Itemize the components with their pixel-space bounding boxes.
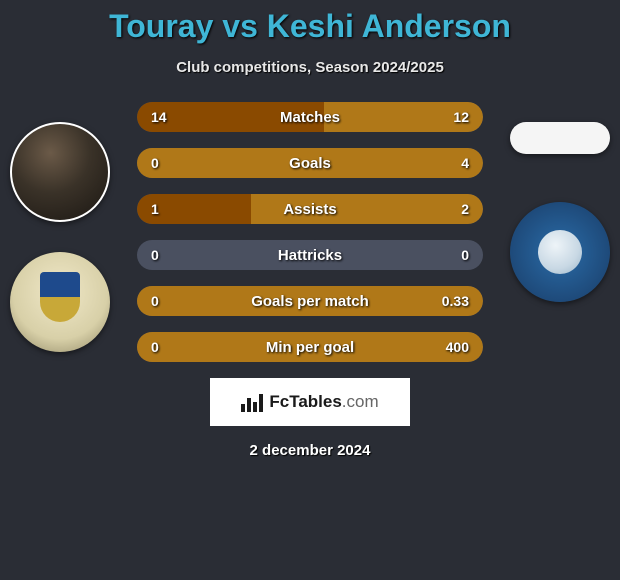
- stat-value-right: 2: [461, 201, 469, 217]
- club-left-badge: [10, 252, 110, 352]
- logo-chart-icon: [241, 392, 263, 412]
- logo-text: FcTables.com: [269, 392, 378, 412]
- stat-label: Goals per match: [251, 293, 369, 310]
- source-logo: FcTables.com: [210, 378, 410, 426]
- stat-label: Matches: [280, 109, 340, 126]
- player-left-avatar: [10, 122, 110, 222]
- stat-value-left: 0: [151, 247, 159, 263]
- stat-value-left: 14: [151, 109, 167, 125]
- stat-row: 0 Hattricks 0: [137, 240, 483, 270]
- stat-value-right: 12: [453, 109, 469, 125]
- player-right-avatar: [510, 122, 610, 154]
- left-avatars: [10, 122, 110, 352]
- stat-label: Goals: [289, 155, 331, 172]
- stat-row: 1 Assists 2: [137, 194, 483, 224]
- stat-value-right: 0: [461, 247, 469, 263]
- stat-value-right: 4: [461, 155, 469, 171]
- stat-row: 0 Goals per match 0.33: [137, 286, 483, 316]
- stat-value-right: 0.33: [442, 293, 469, 309]
- stat-value-left: 0: [151, 293, 159, 309]
- club-right-badge: [510, 202, 610, 302]
- stat-row: 0 Min per goal 400: [137, 332, 483, 362]
- page-title: Touray vs Keshi Anderson: [0, 0, 620, 45]
- right-avatars: [510, 122, 610, 302]
- date-text: 2 december 2024: [0, 442, 620, 459]
- stat-label: Assists: [283, 201, 336, 218]
- stat-value-left: 1: [151, 201, 159, 217]
- stat-row: 14 Matches 12: [137, 102, 483, 132]
- subtitle: Club competitions, Season 2024/2025: [0, 59, 620, 76]
- stat-value-left: 0: [151, 339, 159, 355]
- stat-row: 0 Goals 4: [137, 148, 483, 178]
- stat-value-left: 0: [151, 155, 159, 171]
- stat-label: Min per goal: [266, 339, 354, 356]
- stat-value-right: 400: [446, 339, 469, 355]
- stat-label: Hattricks: [278, 247, 342, 264]
- stats-block: 14 Matches 12 0 Goals 4 1 Assists 2 0 Hattricks 0 0 G…: [137, 102, 483, 362]
